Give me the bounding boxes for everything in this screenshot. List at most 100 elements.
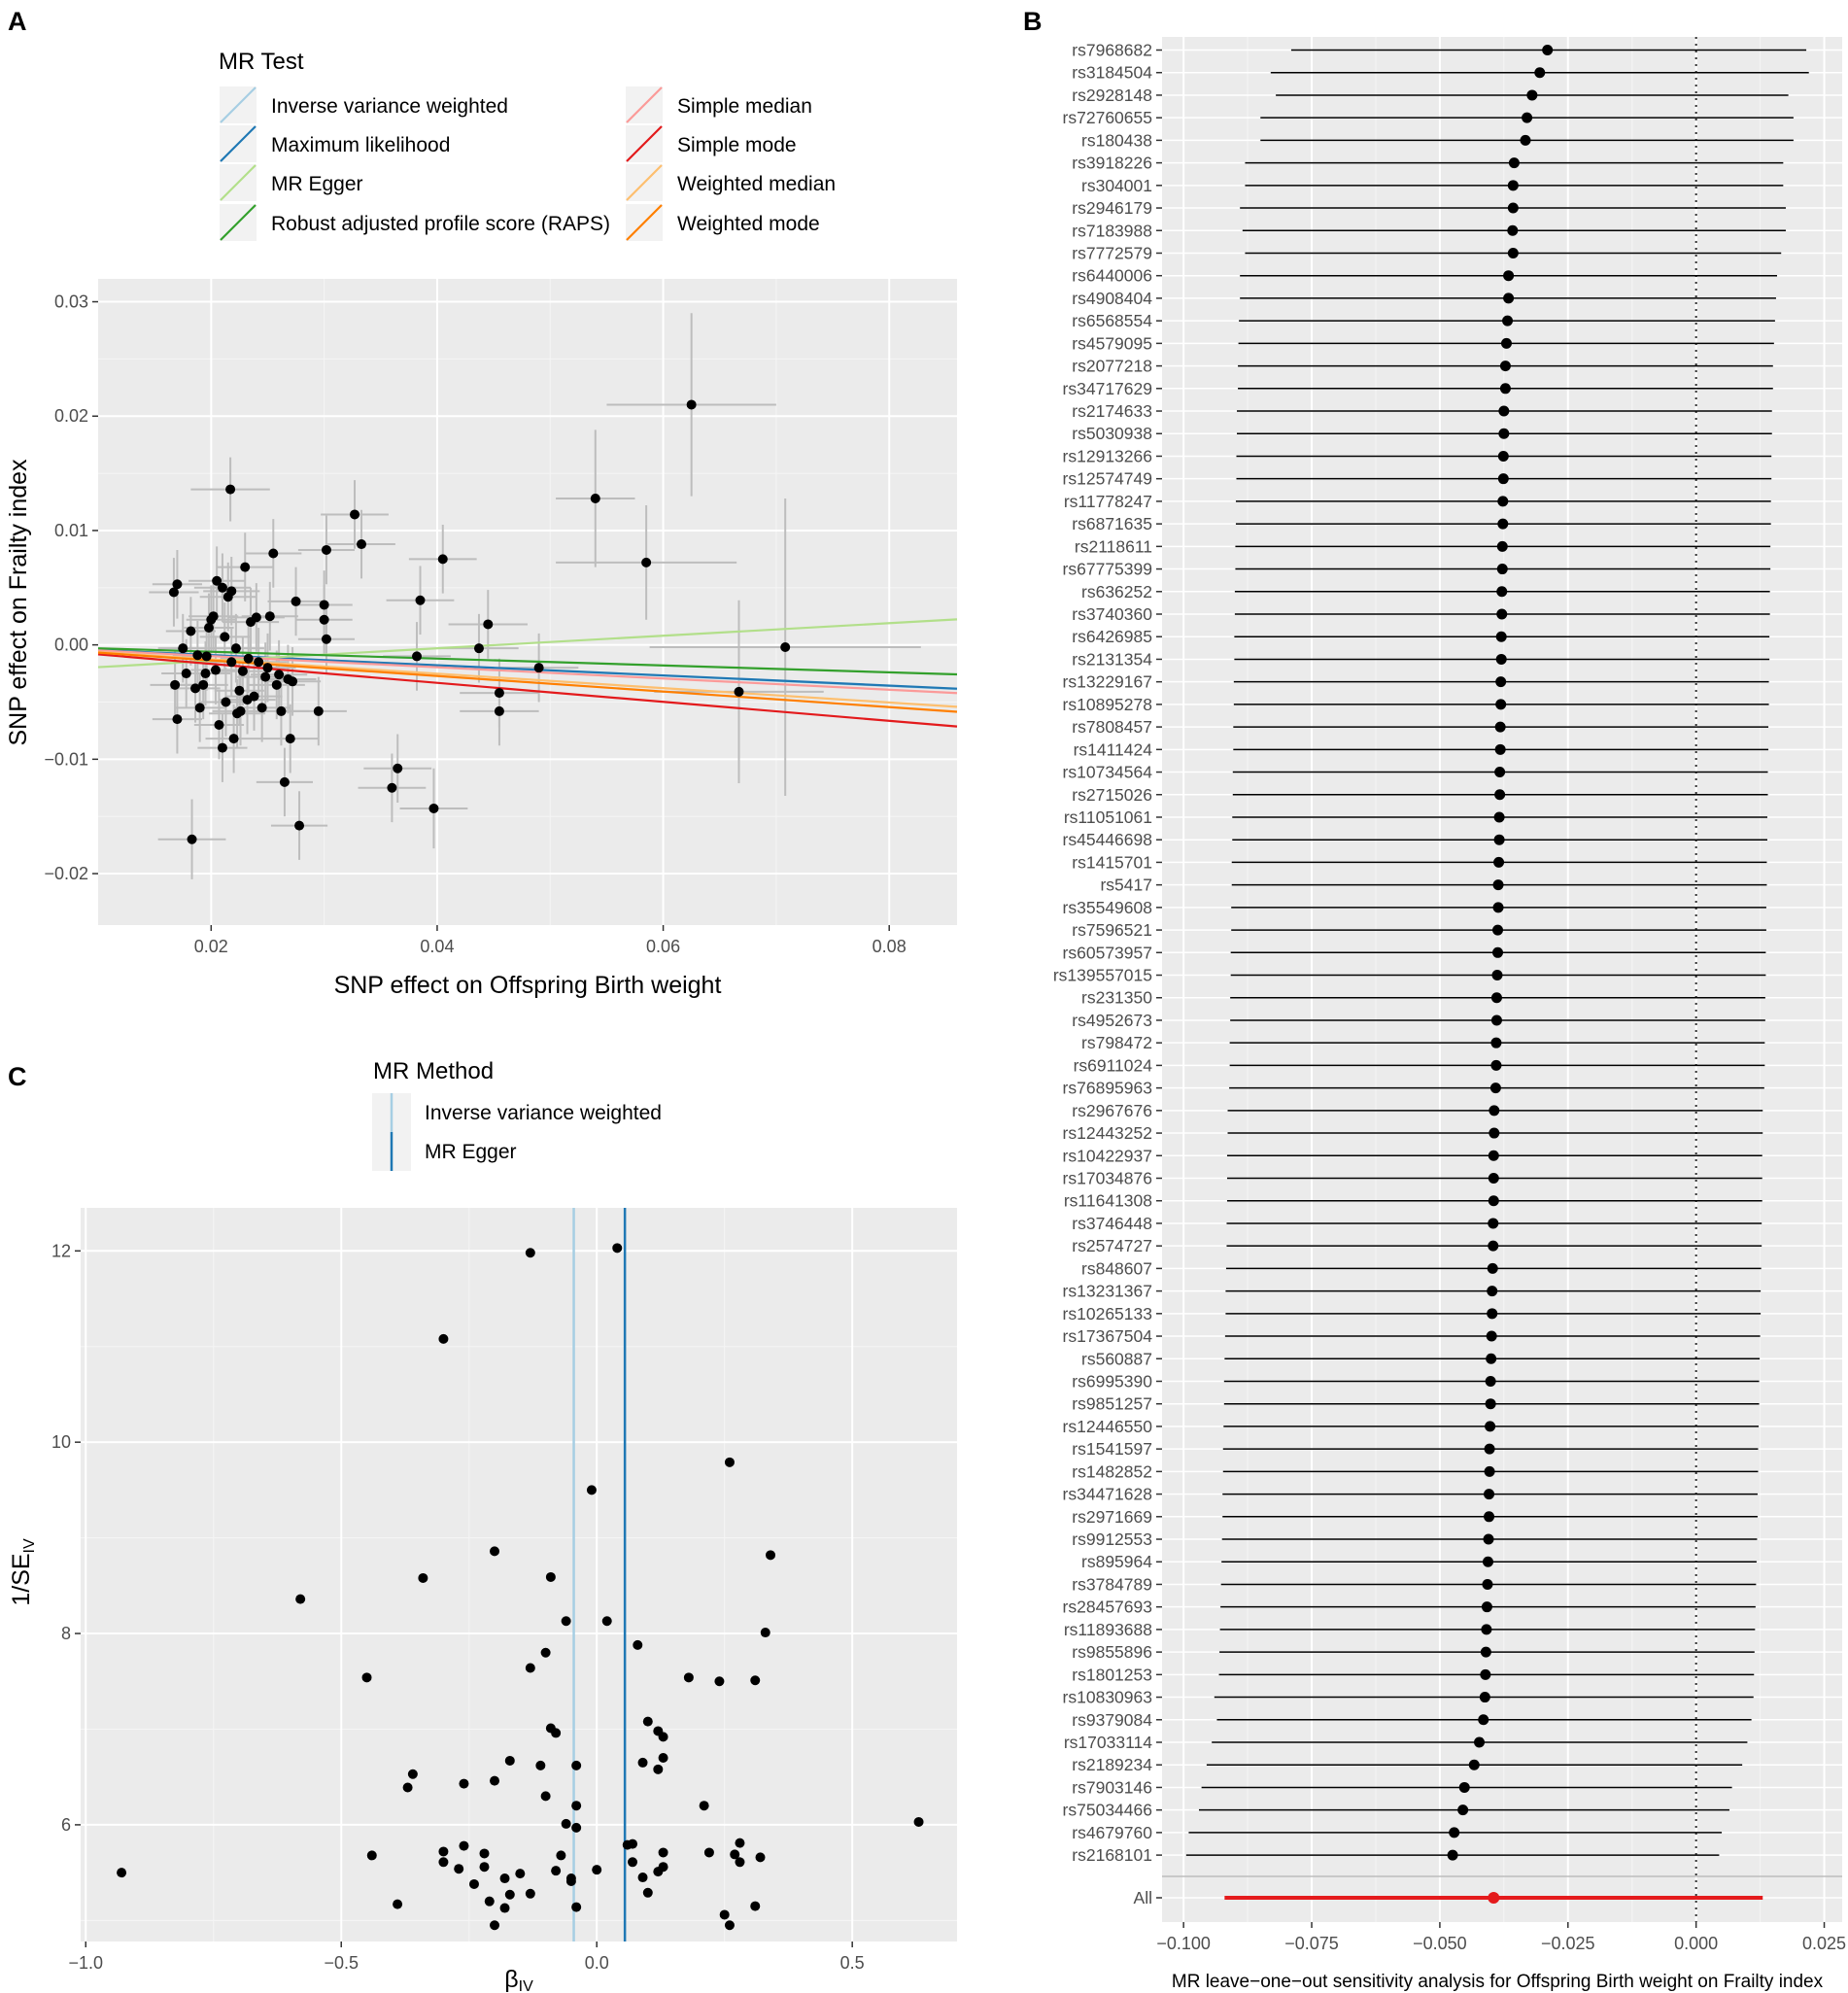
plot-b-snp-label: rs10422937 xyxy=(1063,1146,1152,1165)
plot-b-snp-label: rs7968682 xyxy=(1072,41,1152,60)
plot-b-snp-label: rs231350 xyxy=(1081,988,1152,1008)
plot-b-estimate-point xyxy=(1496,564,1508,575)
plot-b-snp-label: rs1411424 xyxy=(1074,739,1153,759)
plot-b-snp-label: rs2168101 xyxy=(1072,1845,1152,1865)
plot-c-point xyxy=(653,1867,664,1877)
plot-b-snp-label: rs560887 xyxy=(1081,1349,1152,1368)
plot-b-estimate-point xyxy=(1503,292,1515,304)
plot-a-point xyxy=(387,782,397,793)
plot-a-xtick-label: 0.08 xyxy=(873,937,907,956)
plot-b-estimate-point xyxy=(1499,361,1511,372)
plot-b-estimate-point xyxy=(1488,1195,1499,1207)
plot-b-snp-label: rs3184504 xyxy=(1072,63,1152,83)
plot-c-point xyxy=(571,1902,582,1912)
plot-b-estimate-point xyxy=(1487,1308,1498,1320)
plot-a-ytick-label: 0.02 xyxy=(54,406,88,426)
plot-c-point xyxy=(658,1847,668,1858)
plot-b-snp-label: rs45446698 xyxy=(1063,830,1152,849)
plot-c-point xyxy=(418,1572,428,1583)
plot-c-point xyxy=(683,1672,694,1683)
plot-c-point xyxy=(438,1846,449,1857)
plot-a-point xyxy=(262,663,273,673)
plot-b-estimate-point xyxy=(1490,1014,1502,1026)
plot-a-point xyxy=(357,539,367,550)
plot-b-snp-label: rs12574749 xyxy=(1063,469,1152,489)
plot-b-snp-label: rs10265133 xyxy=(1063,1304,1152,1323)
plot-b-snp-label: rs6995390 xyxy=(1072,1371,1152,1391)
plot-a-point xyxy=(780,641,791,652)
plot-a-point xyxy=(230,643,241,654)
plot-c-point xyxy=(459,1778,469,1789)
plot-b-estimate-point xyxy=(1478,1714,1489,1726)
plot-c-point xyxy=(117,1868,127,1878)
plot-a-ytick-label: 0.01 xyxy=(54,521,88,540)
plot-a-line xyxy=(97,651,958,713)
plot-b-estimate-point xyxy=(1493,811,1505,823)
legend-c-entry: MR Egger xyxy=(425,1141,517,1163)
plot-b-snp-label: rs2174633 xyxy=(1072,401,1152,421)
plot-b-estimate-point xyxy=(1491,970,1503,981)
plot-c-point xyxy=(540,1647,551,1658)
plot-c-point xyxy=(571,1822,582,1833)
legend-a-entry: Weighted median xyxy=(677,173,836,195)
plot-b-xlabel: MR leave−one−out sensitivity analysis fo… xyxy=(1172,1972,1824,1992)
plot-a-point xyxy=(313,705,324,716)
plot-b-estimate-point xyxy=(1485,1421,1496,1432)
plot-b-snp-label: rs13231367 xyxy=(1063,1282,1152,1301)
plot-b-estimate-point xyxy=(1494,767,1506,778)
plot-b-estimate-point xyxy=(1507,247,1519,258)
plot-a-point xyxy=(276,705,287,716)
plot-b-snp-label: rs7596521 xyxy=(1072,920,1152,940)
plot-c-point xyxy=(525,1248,535,1258)
plot-b-estimate-point xyxy=(1498,405,1510,417)
plot-b-estimate-point xyxy=(1492,879,1504,891)
plot-b-estimate-point xyxy=(1495,631,1507,642)
plot-b-snp-label: rs67775399 xyxy=(1063,560,1152,579)
plot-b-xtick-label: −0.075 xyxy=(1284,1934,1339,1953)
plot-a-point xyxy=(437,554,448,565)
plot-a-point xyxy=(237,666,248,676)
plot-a-point xyxy=(178,643,188,654)
plot-a-ytick-label: −0.02 xyxy=(44,864,88,883)
plot-b-estimate-point xyxy=(1481,1624,1492,1635)
plot-a-point xyxy=(260,671,271,682)
plot-b-snp-label: rs3740360 xyxy=(1072,604,1152,624)
plot-b-snp-label: rs895964 xyxy=(1081,1552,1152,1571)
plot-b-snp-label: rs6426985 xyxy=(1072,627,1152,646)
plot-c-point xyxy=(490,1920,500,1931)
plot-b-estimate-point xyxy=(1508,157,1520,169)
plot-b-estimate-point xyxy=(1492,902,1504,913)
plot-c-point xyxy=(637,1757,648,1768)
plot-c-xtick-label: 0.5 xyxy=(840,1953,865,1973)
plot-b-snp-label: rs17033114 xyxy=(1064,1733,1152,1752)
plot-b-estimate-point xyxy=(1482,1578,1493,1590)
plot-c-point xyxy=(499,1873,510,1884)
plot-b-estimate-point xyxy=(1495,676,1507,688)
plot-b-estimate-point xyxy=(1449,1827,1460,1838)
plot-a-point xyxy=(254,657,264,668)
plot-b-estimate-point xyxy=(1493,834,1505,845)
plot-a-point xyxy=(264,611,275,622)
plot-c-point xyxy=(295,1594,306,1604)
plot-b-estimate-point xyxy=(1489,1082,1501,1094)
plot-a-point xyxy=(294,820,305,831)
plot-b-snp-label: rs6440006 xyxy=(1072,266,1152,286)
plot-a-point xyxy=(203,622,214,633)
plot-c-point xyxy=(407,1769,418,1779)
plot-a-xtick-label: 0.04 xyxy=(420,937,454,956)
plot-c-point xyxy=(561,1616,571,1627)
plot-b-snp-label: rs2189234 xyxy=(1072,1755,1152,1774)
plot-c-ytick-label: 8 xyxy=(61,1624,71,1643)
plot-b-snp-label: rs2077218 xyxy=(1072,357,1152,376)
plot-b-estimate-point xyxy=(1490,1037,1502,1048)
plot-b-snp-label: rs798472 xyxy=(1081,1033,1152,1052)
plot-b-estimate-point xyxy=(1479,1692,1490,1703)
plot-c-point xyxy=(699,1801,709,1811)
plot-b-estimate-point xyxy=(1492,924,1504,936)
plot-c-ylabel: 1/SEIV xyxy=(8,1538,38,1606)
plot-a-point xyxy=(321,544,331,555)
plot-b-estimate-point xyxy=(1490,1059,1502,1071)
plot-b-snp-label: rs34717629 xyxy=(1063,379,1152,398)
plot-c-point xyxy=(504,1889,515,1900)
